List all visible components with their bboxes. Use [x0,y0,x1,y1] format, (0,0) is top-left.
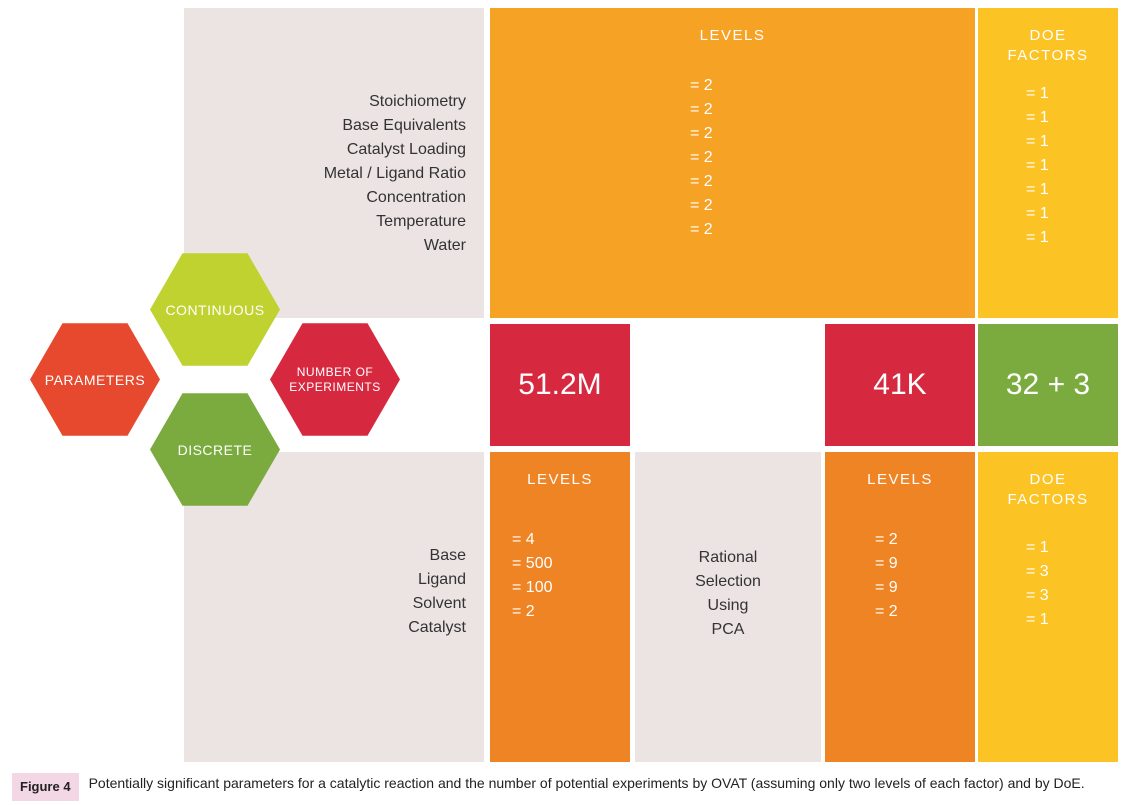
top-levels-column: LEVELS = 2 = 2 = 2 = 2 = 2 = 2 = 2 [490,8,975,242]
bottom-middle-panel: Rational Selection Using PCA [635,452,821,762]
middle-line: Rational [635,546,821,570]
level-value: = 2 [690,218,975,242]
level-value: = 2 [690,122,975,146]
doe-header-text: DOEFACTORS [1007,471,1088,508]
hex-continuous: CONTINUOUS [150,253,280,366]
level-value: = 2 [875,600,975,624]
param-label: Catalyst Loading [184,138,466,162]
hex-number-of-experiments: NUMBER OFEXPERIMENTS [270,323,400,436]
doe-header-text: DOEFACTORS [1007,27,1088,64]
doe-header: DOEFACTORS [978,26,1118,66]
top-doe-panel: DOEFACTORS = 1 = 1 = 1 = 1 = 1 = 1 = 1 [978,8,1118,318]
middle-line: Selection [635,570,821,594]
mid-val3: 32 + 3 [978,324,1118,446]
bottom-doe-column: DOEFACTORS = 1 = 3 = 3 = 1 [978,452,1118,632]
bottom-doe-panel: DOEFACTORS = 1 = 3 = 3 = 1 [978,452,1118,762]
level-value: = 9 [875,576,975,600]
mid-val2: 41K [825,324,975,446]
level-value: = 2 [690,170,975,194]
level-value: = 2 [690,98,975,122]
figure-badge: Figure 4 [12,773,79,801]
levels-header: LEVELS [825,470,975,490]
param-label: Concentration [184,186,466,210]
top-params-list: Stoichiometry Base Equivalents Catalyst … [184,8,484,258]
mid-val1-text: 51.2M [518,368,601,402]
mid-val3-text: 32 + 3 [1006,368,1090,402]
figure-caption: Figure 4 Potentially significant paramet… [12,773,1122,801]
hex-discrete: DISCRETE [150,393,280,506]
doe-value: = 1 [1026,82,1118,106]
param-label: Ligand [184,568,466,592]
middle-line: PCA [635,618,821,642]
param-label: Solvent [184,592,466,616]
doe-value: = 1 [1026,154,1118,178]
mid-val2-text: 41K [873,368,926,402]
levels-header: LEVELS [490,26,975,46]
level-value: = 500 [512,552,630,576]
doe-value: = 1 [1026,226,1118,250]
bottom-levels2-panel: LEVELS = 2 = 9 = 9 = 2 [825,452,975,762]
doe-value: = 1 [1026,130,1118,154]
doe-value: = 1 [1026,608,1118,632]
level-value: = 9 [875,552,975,576]
hex-label: PARAMETERS [45,372,145,388]
bottom-levels2-column: LEVELS = 2 = 9 = 9 = 2 [825,452,975,624]
level-value: = 2 [690,194,975,218]
doe-header: DOEFACTORS [978,470,1118,510]
level-value: = 2 [690,146,975,170]
doe-value: = 1 [1026,106,1118,130]
doe-value: = 1 [1026,178,1118,202]
hexagon-cluster: CONTINUOUS PARAMETERS NUMBER OFEXPERIMEN… [30,253,400,513]
doe-value: = 3 [1026,560,1118,584]
param-label: Base Equivalents [184,114,466,138]
param-label: Base [184,544,466,568]
level-value: = 2 [512,600,630,624]
top-doe-column: DOEFACTORS = 1 = 1 = 1 = 1 = 1 = 1 = 1 [978,8,1118,250]
hex-label: DISCRETE [178,442,253,458]
figure-container: Stoichiometry Base Equivalents Catalyst … [30,8,1125,760]
hex-parameters: PARAMETERS [30,323,160,436]
doe-value: = 1 [1026,202,1118,226]
level-value: = 4 [512,528,630,552]
level-value: = 2 [690,74,975,98]
hex-label: CONTINUOUS [165,302,264,318]
param-label: Metal / Ligand Ratio [184,162,466,186]
middle-line: Using [635,594,821,618]
param-label: Catalyst [184,616,466,640]
doe-value: = 1 [1026,536,1118,560]
mid-val1: 51.2M [490,324,630,446]
level-value: = 2 [875,528,975,552]
doe-value: = 3 [1026,584,1118,608]
rational-selection-text: Rational Selection Using PCA [635,452,821,642]
level-value: = 100 [512,576,630,600]
param-label: Temperature [184,210,466,234]
caption-text: Potentially significant parameters for a… [89,773,1085,793]
top-levels-panel: LEVELS = 2 = 2 = 2 = 2 = 2 = 2 = 2 [490,8,975,318]
bottom-levels1-column: LEVELS = 4 = 500 = 100 = 2 [490,452,630,624]
levels-header: LEVELS [490,470,630,490]
param-label: Stoichiometry [184,90,466,114]
bottom-levels1-panel: LEVELS = 4 = 500 = 100 = 2 [490,452,630,762]
hex-label: NUMBER OFEXPERIMENTS [289,365,381,395]
